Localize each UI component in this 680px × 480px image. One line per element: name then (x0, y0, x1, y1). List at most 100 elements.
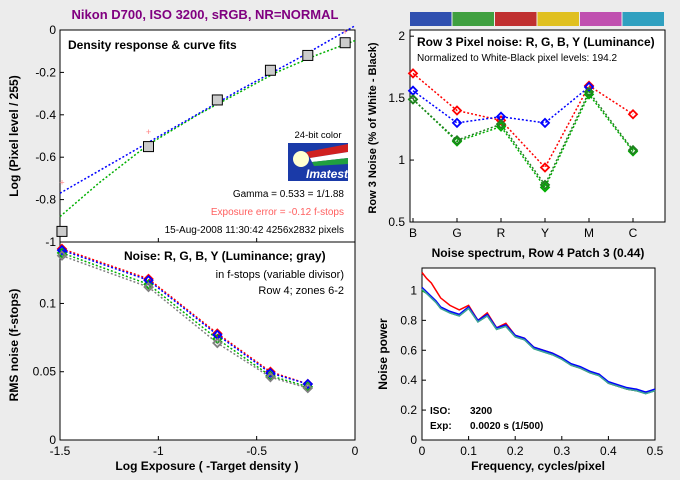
spectrum-xtick-label: 0.2 (507, 444, 524, 458)
row3-point-Y (495, 118, 507, 130)
noise-series-line-Y (61, 254, 309, 389)
density-measured-point (211, 94, 223, 106)
row3-point-B (451, 117, 463, 129)
density-fit-blue-line (59, 25, 356, 194)
spectrum-exp-label: Exp: (430, 421, 452, 432)
row3-plot-area (409, 29, 666, 223)
row3-series-line-B (412, 86, 590, 124)
logo-top-text: 24-bit color (295, 130, 342, 141)
density-ytick-label: 0 (49, 23, 56, 37)
density-gamma-annotation: Gamma = 0.533 = 1/1.88 (233, 189, 345, 200)
density-ytick-label: -0.6 (35, 150, 56, 164)
noise-point-B (56, 244, 68, 256)
density-plot-area (59, 29, 356, 243)
spectrum-series-line-B (421, 286, 656, 393)
noise-point-Y (143, 281, 154, 293)
density-measured-point (339, 37, 351, 49)
noise-point-R (212, 328, 223, 339)
noise-ytick-label: 0 (49, 433, 56, 447)
noise-series-line-R (61, 248, 309, 385)
density-measured-point (56, 225, 68, 237)
row3-ytick-label: 1.5 (388, 91, 405, 105)
density-measured-point (264, 64, 276, 76)
density-exposure-error-annotation: Exposure error = -0.12 f-stops (211, 207, 344, 218)
spectrum-plot-area (421, 267, 656, 441)
spectrum-panel: Noise spectrum, Row 4 Patch 3 (0.44) Noi… (376, 246, 664, 473)
row3-point-Y (539, 179, 551, 191)
row3-point-Y (583, 86, 595, 98)
noise-subtitle-1: in f-stops (variable divisor) (216, 269, 344, 281)
spectrum-ytick-label: 0.4 (400, 373, 417, 387)
imatest-logo: 24-bit color Imatest (288, 130, 349, 181)
noise-ylabel: RMS noise (f-stops) (7, 289, 21, 402)
spectrum-iso-value: 3200 (470, 406, 493, 417)
noise-point-B (265, 367, 276, 379)
spectrum-xtick-label: 0.1 (460, 444, 477, 458)
row3-ytick-label: 1 (398, 153, 405, 167)
spectrum-xtick-label: 0.5 (647, 444, 664, 458)
row3-xtick-label: B (409, 226, 417, 240)
spectrum-iso-label: ISO: (430, 406, 451, 417)
density-reference-point: + (146, 127, 151, 137)
noise-title: Noise: R, G, B, Y (Luminance; gray) (124, 249, 326, 263)
logo-green-stripe (312, 158, 348, 166)
noise-point-Y (56, 250, 68, 261)
density-date-annotation: 15-Aug-2008 11:30:42 4256x2832 pixels (165, 225, 344, 236)
noise-xtick-label: -1 (153, 444, 164, 458)
row3-point-R (451, 105, 463, 116)
density-ytick-label: -0.4 (35, 108, 56, 122)
row3-noise-panel: Row 3 Pixel noise: R, G, B, Y (Luminance… (367, 12, 666, 240)
row3-point-R (627, 108, 639, 120)
row3-color-strip-swatch (452, 12, 494, 26)
noise-series-line-B (61, 249, 309, 385)
spectrum-xtick-label: 0 (419, 444, 426, 458)
row3-subtitle: Normalized to White-Black pixel levels: … (417, 53, 618, 64)
noise-fstops-panel: Noise: R, G, B, Y (Luminance; gray) in f… (7, 241, 359, 473)
noise-point-B (302, 378, 314, 390)
noise-plot-area (59, 241, 356, 441)
row3-series-line-R (412, 72, 634, 169)
row3-color-strip-swatch (495, 12, 537, 26)
row3-series-line-G (412, 92, 634, 189)
row3-color-strip-swatch (537, 12, 579, 26)
spectrum-ytick-label: 0.6 (400, 343, 417, 357)
spectrum-ylabel: Noise power (376, 318, 390, 390)
row3-color-strip-swatch (580, 12, 622, 26)
noise-subtitle-2: Row 4; zones 6-2 (258, 285, 344, 297)
row3-xtick-label: M (584, 226, 594, 240)
spectrum-ytick-label: 0 (410, 433, 417, 447)
density-title: Density response & curve fits (68, 38, 237, 52)
spectrum-exp-value: 0.0020 s (1/500) (470, 421, 543, 432)
row3-series-line-Y (412, 90, 634, 187)
row3-xtick-label: C (629, 226, 638, 240)
density-ytick-label: -1 (45, 235, 56, 249)
logo-red-stripe (306, 144, 348, 158)
density-ytick-label: -0.8 (35, 193, 56, 207)
figure-title: Nikon D700, ISO 3200, sRGB, NR=NORMAL (72, 7, 339, 22)
noise-point-Y (212, 337, 223, 349)
spectrum-ytick-label: 1 (410, 283, 417, 297)
density-ytick-label: -0.2 (35, 65, 56, 79)
spectrum-xtick-label: 0.3 (553, 444, 570, 458)
noise-xtick-label: -0.5 (246, 444, 267, 458)
row3-color-strip-swatch (410, 12, 452, 26)
noise-series-line-G (61, 252, 309, 388)
logo-sun-icon (293, 151, 309, 167)
row3-point-R (407, 68, 419, 79)
row3-xtick-label: R (497, 226, 506, 240)
density-response-panel: Density response & curve fits Log (Pixel… (7, 23, 356, 249)
spectrum-series-line-Y (421, 288, 656, 395)
row3-ytick-label: 2 (398, 29, 405, 43)
spectrum-xtick-label: 0.4 (600, 444, 617, 458)
row3-xtick-label: Y (541, 226, 549, 240)
spectrum-ytick-label: 0.8 (400, 313, 417, 327)
noise-xlabel: Log Exposure ( -Target density ) (115, 459, 298, 473)
density-measured-point (302, 49, 314, 61)
row3-point-Y (451, 134, 463, 146)
row3-ytick-label: 0.5 (388, 215, 405, 229)
density-ylabel: Log (Pixel level / 255) (7, 75, 21, 196)
noise-ytick-label: 0.05 (33, 365, 57, 379)
logo-white-stripe (310, 152, 348, 162)
noise-xtick-label: -1.5 (50, 444, 71, 458)
